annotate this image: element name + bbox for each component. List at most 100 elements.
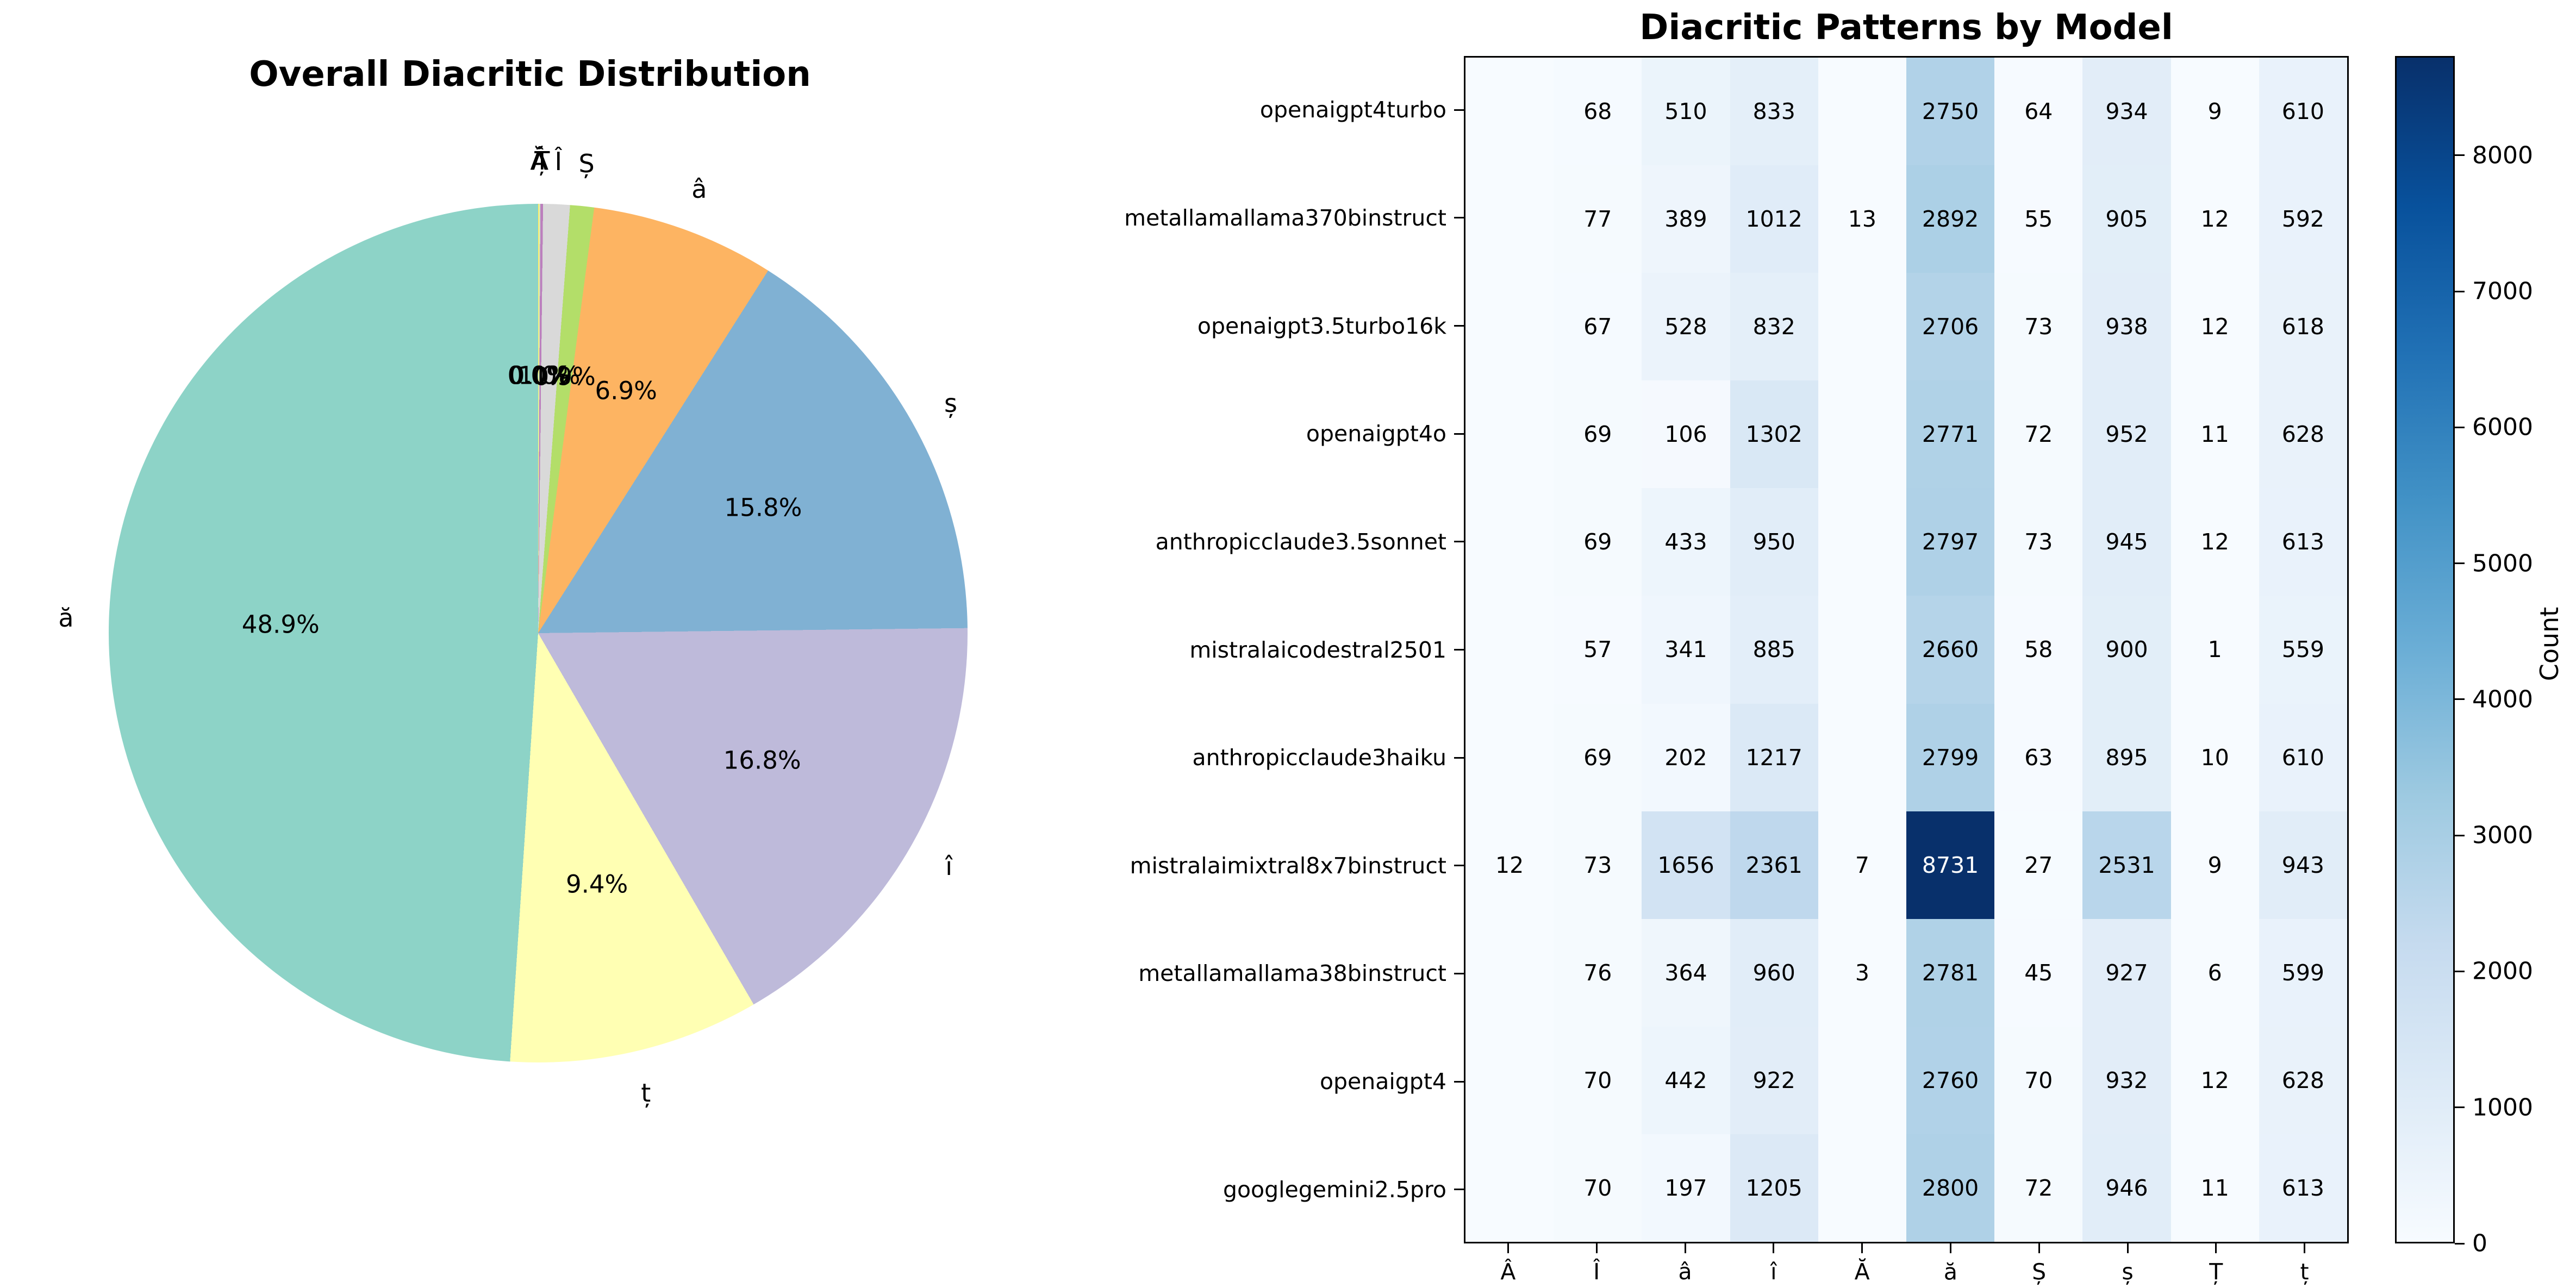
heatmap-cell: 67 [1554,273,1642,381]
heatmap-cell: 613 [2259,1134,2347,1242]
y-tick-mark [1454,865,1464,867]
heatmap-cell: 73 [1554,811,1642,919]
heatmap-cell: 73 [1994,488,2083,596]
y-tick-mark [1454,217,1464,219]
heatmap-cell [1465,165,1554,273]
x-tick-mark [2215,1243,2217,1253]
heatmap-cell: 68 [1554,58,1642,166]
pie-slice-label: Â [531,146,549,176]
heatmap-cell: 12 [2170,488,2259,596]
heatmap-cell [1818,703,1906,811]
heatmap-cell [1818,1134,1906,1242]
heatmap-cell [1465,918,1554,1027]
heatmap-cell: 433 [1642,488,1730,596]
heatmap-cell: 559 [2259,596,2347,704]
heatmap-col-label: ț [2300,1259,2309,1285]
heatmap-row-label: anthropicclaude3.5sonnet [1155,528,1446,555]
pie-slice-pct: 0.0% [508,361,571,390]
heatmap-cell: 610 [2259,58,2347,166]
heatmap-cell [1818,380,1906,489]
heatmap-cell: 934 [2082,58,2171,166]
heatmap-cell: 628 [2259,1026,2347,1134]
colorbar-tick-mark [2455,562,2465,565]
heatmap-cell: 55 [1994,165,2083,273]
heatmap-cell: 1302 [1730,380,1818,489]
heatmap-cell: 2781 [1906,918,1995,1027]
heatmap-cell: 341 [1642,596,1730,704]
heatmap-cell: 2361 [1730,811,1818,919]
colorbar-tick-label: 5000 [2472,549,2533,578]
heatmap-cell: 1012 [1730,165,1818,273]
heatmap-cell: 952 [2082,380,2171,489]
pie-slice-pct: 1.0% [518,361,581,390]
heatmap-cell: 197 [1642,1134,1730,1242]
heatmap-cell: 58 [1994,596,2083,704]
pie-slice-pct: 0.0% [507,361,570,390]
y-tick-mark [1454,433,1464,435]
colorbar-tick-mark [2455,426,2465,428]
heatmap-cell [1465,703,1554,811]
heatmap-cell: 2797 [1906,488,1995,596]
heatmap-cell [1818,596,1906,704]
pie-slice-pct: 16.8% [723,746,801,775]
x-tick-mark [1595,1243,1598,1253]
heatmap-cell: 832 [1730,273,1818,381]
x-tick-mark [2126,1243,2129,1253]
x-tick-mark [1773,1243,1775,1253]
pie-slice-pct: 0.1% [509,361,572,390]
heatmap-cell: 2892 [1906,165,1995,273]
colorbar-tick-mark [2455,1242,2465,1245]
heatmap-cell: 1656 [1642,811,1730,919]
heatmap-cell: 202 [1642,703,1730,811]
colorbar-tick-label: 7000 [2472,277,2533,305]
heatmap-cell: 389 [1642,165,1730,273]
heatmap-cell: 11 [2170,1134,2259,1242]
heatmap-cell: 12 [2170,1026,2259,1134]
heatmap-cell: 11 [2170,380,2259,489]
heatmap-cell: 364 [1642,918,1730,1027]
heatmap-cell: 69 [1554,380,1642,489]
heatmap-row-label: mistralaicodestral2501 [1189,636,1446,663]
colorbar-tick-label: 4000 [2472,685,2533,714]
heatmap-cell [1818,58,1906,166]
heatmap-cell: 63 [1994,703,2083,811]
colorbar-tick-mark [2455,970,2465,972]
pie-slice-label: ț [641,1078,651,1108]
heatmap-col-label: â [1678,1259,1692,1285]
heatmap-cell: 9 [2170,811,2259,919]
heatmap-cell: 10 [2170,703,2259,811]
heatmap-cell: 2760 [1906,1026,1995,1134]
heatmap-cell: 70 [1554,1026,1642,1134]
heatmap-col-label: Î [1593,1259,1600,1285]
pie-slice-pct: 48.9% [241,610,320,639]
heatmap-cell: 12 [1465,811,1554,919]
colorbar-tick-label: 8000 [2472,141,2533,170]
colorbar-tick-mark [2455,1106,2465,1109]
x-tick-mark [2038,1243,2040,1253]
heatmap-cell [1465,273,1554,381]
heatmap-cell: 69 [1554,488,1642,596]
heatmap-title: Diacritic Patterns by Model [1639,8,2173,48]
heatmap-cell [1465,596,1554,704]
colorbar-tick-mark [2455,154,2465,157]
y-tick-mark [1454,1189,1464,1191]
heatmap-cell: 950 [1730,488,1818,596]
heatmap-row-label: openaigpt4o [1306,421,1446,447]
heatmap-cell: 528 [1642,273,1730,381]
heatmap-cell: 628 [2259,380,2347,489]
heatmap-cell: 900 [2082,596,2171,704]
x-tick-mark [1684,1243,1686,1253]
heatmap-cell: 72 [1994,380,2083,489]
heatmap-col-label: î [1770,1259,1777,1285]
heatmap-row-label: metallamallama38binstruct [1138,960,1446,987]
heatmap-cell: 64 [1994,58,2083,166]
x-tick-mark [1861,1243,1863,1253]
colorbar-tick-label: 0 [2472,1229,2487,1258]
pie-slice-label: â [691,174,707,204]
colorbar-tick-mark [2455,290,2465,292]
pie-slice-label: î [945,852,952,881]
heatmap-cell: 12 [2170,273,2259,381]
heatmap-cell: 2750 [1906,58,1995,166]
heatmap-cell: 1 [2170,596,2259,704]
